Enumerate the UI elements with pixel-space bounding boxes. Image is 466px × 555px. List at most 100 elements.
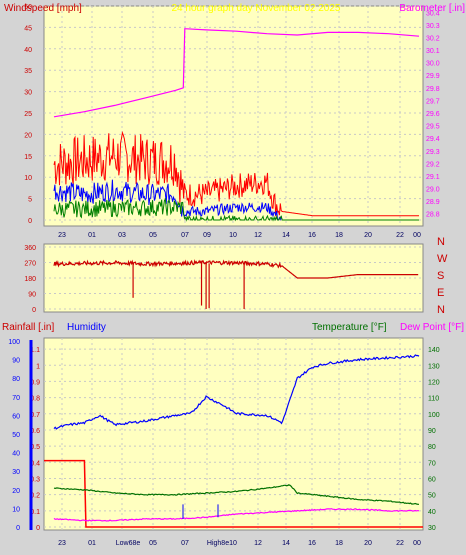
temperature-y-tick-label: 40 xyxy=(428,509,436,516)
wind-x-tick-label: 20 xyxy=(364,232,372,239)
windspeed-axis-title: Windspeed [mph] xyxy=(4,3,82,14)
wind-x-tick-label: 09 xyxy=(203,232,211,239)
dewpoint-line xyxy=(53,508,420,522)
barometer-y-tick-label: 28.8 xyxy=(426,212,440,219)
barometer-y-tick-label: 29.0 xyxy=(426,187,440,194)
wind-y-tick-label: 5 xyxy=(28,197,32,204)
direction-y-tick-label: 270 xyxy=(24,261,36,268)
low-label: Low68e xyxy=(116,540,141,547)
wind-x-tick-label: 23 xyxy=(58,232,66,239)
barometer-y-tick-label: 29.3 xyxy=(426,149,440,156)
dewpoint-axis-title: Dew Point [°F] xyxy=(400,322,464,333)
temperature-x-tick-label: 00 xyxy=(413,540,421,547)
rainfall-y-tick-label: 0 xyxy=(36,525,40,532)
temperature-y-tick-label: 110 xyxy=(428,396,439,403)
humidity-y-tick-label: 50 xyxy=(12,432,20,439)
wind-y-tick-label: 50 xyxy=(24,4,32,11)
rainfall-y-tick-label: 0.2 xyxy=(30,493,40,500)
rainfall-line xyxy=(44,459,423,528)
temperature-x-tick-label: 14 xyxy=(282,540,290,547)
wind-y-tick-label: 0 xyxy=(28,218,32,225)
wind-y-tick-label: 20 xyxy=(24,132,32,139)
wind-y-tick-label: 25 xyxy=(24,111,32,118)
temperature-x-tick-label: 22 xyxy=(396,540,404,547)
direction-y-tick-label: 360 xyxy=(24,245,36,252)
barometer-y-tick-label: 29.6 xyxy=(426,111,440,118)
rainfall-y-tick-label: 1 xyxy=(36,363,40,370)
temperature-y-tick-label: 90 xyxy=(428,428,436,435)
barometer-y-tick-label: 29.5 xyxy=(426,124,440,131)
wind-y-tick-label: 45 xyxy=(24,25,32,32)
temperature-y-tick-label: 100 xyxy=(428,412,440,419)
temperature-x-tick-label: 07 xyxy=(181,540,189,547)
wind-x-tick-label: 14 xyxy=(282,232,290,239)
humidity-y-tick-label: 100 xyxy=(8,339,20,346)
windspeed-gust-line xyxy=(53,130,419,217)
temperature-x-tick-label: 05 xyxy=(149,540,157,547)
wind-x-tick-label: 00 xyxy=(413,232,421,239)
barometer-y-tick-label: 29.9 xyxy=(426,73,440,80)
humidity-y-tick-label: 60 xyxy=(12,413,20,420)
barometer-y-tick-label: 29.8 xyxy=(426,86,440,93)
chart-title: 24 hour graph day November 02 2025 xyxy=(171,3,340,14)
humidity-y-tick-label: 30 xyxy=(12,469,20,476)
compass-label: E xyxy=(437,287,444,299)
humidity-y-tick-label: 40 xyxy=(12,451,20,458)
temperature-x-tick-label: 10 xyxy=(229,540,237,547)
barometer-axis-title: Barometer [.in] xyxy=(399,3,465,14)
compass-label: S xyxy=(437,270,444,282)
temperature-axis-title: Temperature [°F] xyxy=(312,322,387,333)
humidity-y-tick-label: 20 xyxy=(12,488,20,495)
wind-y-tick-label: 30 xyxy=(24,90,32,97)
wind-x-tick-label: 07 xyxy=(181,232,189,239)
rainfall-y-tick-label: 0.4 xyxy=(30,460,40,467)
temperature-line xyxy=(53,484,419,505)
humidity-line xyxy=(53,354,420,430)
rainfall-y-tick-label: 0.7 xyxy=(30,412,40,419)
wind-x-tick-label: 12 xyxy=(254,232,262,239)
wind-x-tick-label: 03 xyxy=(118,232,126,239)
barometer-y-tick-label: 29.4 xyxy=(426,136,440,143)
rainfall-y-tick-label: 0.8 xyxy=(30,396,40,403)
humidity-y-tick-label: 90 xyxy=(12,358,20,365)
wind-x-tick-label: 16 xyxy=(308,232,316,239)
barometer-y-tick-label: 29.7 xyxy=(426,98,440,105)
high-label: High8e xyxy=(207,540,229,547)
temperature-y-tick-label: 30 xyxy=(428,525,436,532)
direction-y-tick-label: 0 xyxy=(32,307,36,314)
temperature-y-tick-label: 120 xyxy=(428,379,440,386)
barometer-y-tick-label: 29.1 xyxy=(426,174,440,181)
direction-y-tick-label: 180 xyxy=(24,276,36,283)
wind-x-tick-label: 18 xyxy=(335,232,343,239)
direction-y-tick-label: 90 xyxy=(28,292,36,299)
temperature-y-tick-label: 80 xyxy=(428,444,436,451)
compass-label: N xyxy=(437,236,445,248)
wind-low-line xyxy=(53,197,419,222)
barometer-y-tick-label: 30.3 xyxy=(426,23,440,30)
humidity-y-tick-label: 70 xyxy=(12,395,20,402)
rainfall-y-tick-label: 0.9 xyxy=(30,379,40,386)
temperature-x-tick-label: 20 xyxy=(364,540,372,547)
temperature-y-tick-label: 70 xyxy=(428,460,436,467)
temperature-x-tick-label: 18 xyxy=(335,540,343,547)
barometer-y-tick-label: 30.0 xyxy=(426,61,440,68)
temperature-y-tick-label: 130 xyxy=(428,363,440,370)
humidity-axis-title: Humidity xyxy=(67,322,106,333)
rainfall-y-tick-label: 0.1 xyxy=(30,509,40,516)
compass-label: N xyxy=(437,304,445,316)
wind-x-tick-label: 01 xyxy=(88,232,96,239)
rainfall-y-tick-label: 1.1 xyxy=(30,347,40,354)
barometer-y-tick-label: 30.4 xyxy=(426,10,440,17)
wind-y-tick-label: 15 xyxy=(24,154,32,161)
barometer-y-tick-label: 29.2 xyxy=(426,161,440,168)
temperature-x-tick-label: 16 xyxy=(308,540,316,547)
wind-y-tick-label: 10 xyxy=(24,175,32,182)
barometer-line xyxy=(53,28,420,118)
rainfall-axis-title: Rainfall [.in] xyxy=(2,322,54,333)
temperature-x-tick-label: 23 xyxy=(58,540,66,547)
humidity-y-tick-label: 80 xyxy=(12,376,20,383)
rainfall-y-tick-label: 0.5 xyxy=(30,444,40,451)
temperature-x-tick-label: 01 xyxy=(88,540,96,547)
